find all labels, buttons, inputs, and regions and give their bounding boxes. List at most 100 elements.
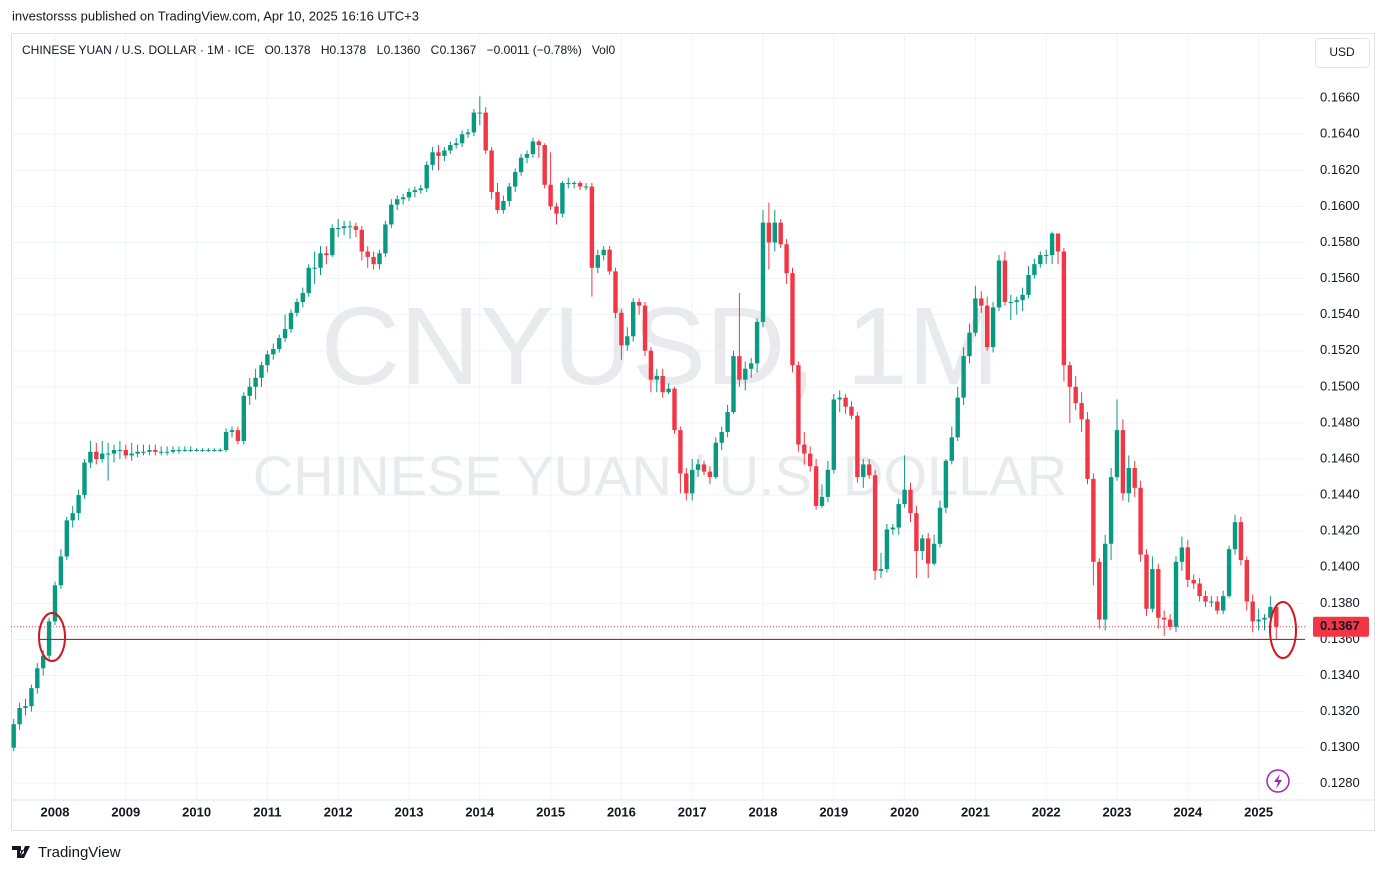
candle-body (241, 395, 246, 441)
y-tick-label: 0.1640 (1320, 126, 1360, 141)
candle-body (601, 249, 606, 256)
candle-body (1044, 255, 1049, 257)
candle-body (1274, 606, 1279, 627)
watermark-name: CHINESE YUAN / U.S. DOLLAR (253, 444, 1067, 507)
candle-body (1038, 255, 1043, 265)
y-tick-label: 0.1340 (1320, 667, 1360, 682)
candle-body (159, 451, 164, 453)
y-tick-label: 0.1500 (1320, 378, 1360, 393)
candle-body (200, 449, 205, 451)
watermark-symbol: CNYUSD, 1M (321, 285, 999, 408)
candle-body (530, 141, 536, 155)
currency-button-text[interactable]: USD (1329, 45, 1355, 59)
candle-body (542, 145, 547, 185)
candle-body (1091, 478, 1096, 562)
candle-body (973, 298, 978, 333)
candle-body (395, 199, 400, 205)
candle-body (872, 475, 878, 571)
candle-body (902, 489, 907, 505)
candle-body (94, 451, 99, 459)
candle-body (471, 112, 477, 133)
x-tick-label: 2023 (1103, 804, 1132, 819)
candle-body (754, 321, 760, 364)
candle-body (607, 249, 612, 272)
legend-value: 0.1360 (384, 43, 421, 57)
candle-body (489, 150, 494, 192)
y-tick-label: 0.1420 (1320, 523, 1360, 538)
currency-button[interactable]: USD (1315, 38, 1370, 68)
candle-body (223, 431, 229, 450)
currency-button-box[interactable] (1315, 38, 1370, 68)
legend-key: Vol (592, 43, 609, 57)
candle-body (76, 495, 81, 514)
candle-body (695, 464, 701, 470)
candle-body (1262, 617, 1267, 620)
highlight-circle (38, 612, 66, 662)
legend-change: −0.0011 (−0.78%) (487, 43, 582, 57)
replay-icon-bolt[interactable] (1274, 774, 1282, 789)
candle-body (412, 190, 418, 192)
x-tick-label: 2016 (607, 804, 636, 819)
x-tick-label: 2019 (819, 804, 848, 819)
replay-icon[interactable] (1266, 769, 1290, 793)
replay-icon-ring[interactable] (1266, 769, 1290, 793)
candle-body (1209, 601, 1214, 603)
candle-body (536, 141, 541, 146)
candle-body (1173, 561, 1179, 627)
candle-body (141, 451, 146, 453)
candle-body (483, 112, 488, 151)
candle-body (418, 188, 423, 191)
candle-body (1191, 579, 1196, 584)
candle-body (796, 365, 801, 445)
candle-body (507, 186, 512, 201)
y-tick-label: 0.1460 (1320, 450, 1360, 465)
candle-body (312, 267, 317, 269)
candle-body (1026, 274, 1031, 295)
candle-body (1055, 233, 1061, 252)
candle-body (123, 449, 128, 456)
candle-body (1232, 522, 1238, 550)
candle-body (996, 260, 1002, 308)
candle-body (955, 397, 960, 438)
candle-body (566, 182, 571, 184)
legend-value: 0.1367 (440, 43, 477, 57)
legend-value: 0.1378 (330, 43, 367, 57)
x-tick-label: 2011 (253, 804, 281, 819)
candle-body (808, 453, 813, 467)
candle-body (229, 430, 235, 432)
last-price-tag (1313, 616, 1369, 637)
candle-body (985, 305, 990, 348)
candle-body (518, 157, 524, 173)
candle-body (23, 706, 28, 708)
highlight-circle (1269, 601, 1297, 659)
candle-body (1221, 596, 1226, 611)
candle-body (1167, 619, 1173, 627)
candle-body (288, 312, 294, 330)
candle-body (672, 388, 677, 431)
candle-body (1226, 549, 1232, 597)
candle-body (377, 253, 382, 265)
candle-body (282, 329, 288, 339)
candle-body (1108, 477, 1114, 544)
candle-body (1197, 583, 1202, 597)
y-tick-label: 0.1580 (1320, 234, 1360, 249)
candle-body (690, 469, 695, 494)
candle-body (524, 154, 530, 158)
candle-body (961, 356, 966, 398)
candle-body (1014, 300, 1019, 303)
candle-body (513, 172, 518, 187)
candle-body (855, 415, 860, 478)
x-tick-label: 2024 (1173, 804, 1203, 819)
candle-body (253, 377, 258, 387)
candle-body (277, 338, 282, 349)
candle-body (920, 538, 925, 552)
legend-symbol: CHINESE YUAN / U.S. DOLLAR · 1M · ICE (22, 43, 255, 57)
candle-body (235, 430, 241, 441)
candle-body (1103, 543, 1108, 620)
candle-body (383, 224, 388, 254)
candle-body (1185, 547, 1190, 580)
candle-body (914, 513, 919, 552)
candle-body (572, 182, 577, 184)
